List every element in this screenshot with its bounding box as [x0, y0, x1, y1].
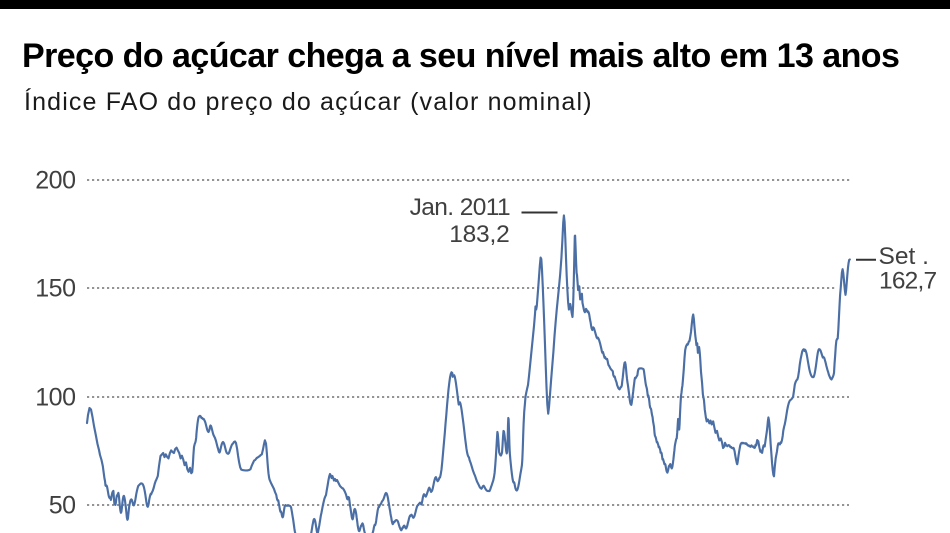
svg-text:Jan. 2011: Jan. 2011 — [410, 194, 510, 221]
svg-text:162,7: 162,7 — [879, 268, 936, 295]
svg-text:Índice FAO do preço do açúcar: Índice FAO do preço do açúcar (valor nom… — [24, 87, 593, 116]
svg-text:Preço do açúcar chega a seu ní: Preço do açúcar chega a seu nível mais a… — [22, 37, 899, 75]
svg-text:Set .: Set . — [879, 243, 929, 270]
svg-text:200: 200 — [35, 167, 75, 195]
svg-text:100: 100 — [35, 384, 75, 412]
svg-text:183,2: 183,2 — [449, 221, 509, 248]
svg-text:150: 150 — [35, 275, 75, 303]
svg-text:50: 50 — [49, 492, 76, 520]
